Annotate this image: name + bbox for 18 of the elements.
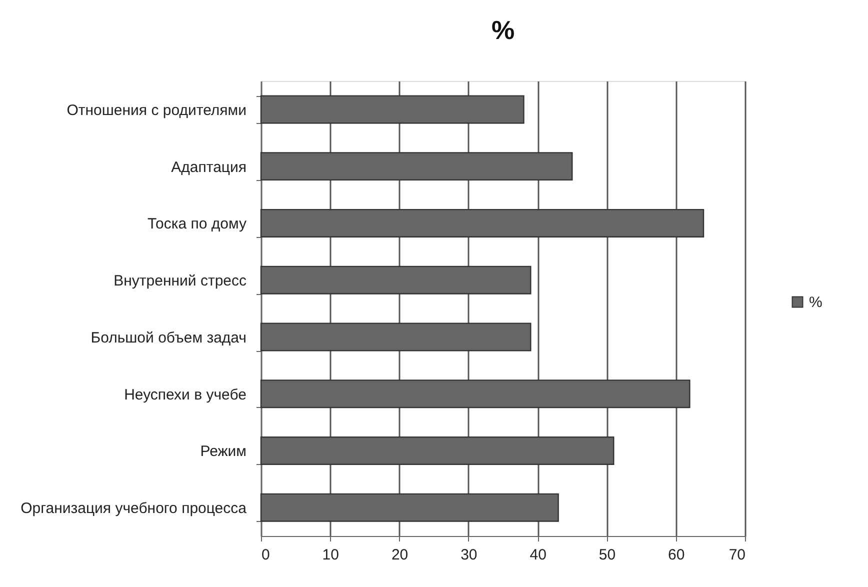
chart-title: %: [491, 15, 515, 45]
x-tick-label: 30: [460, 546, 478, 564]
legend-label: %: [809, 294, 822, 311]
x-tick-label: 70: [728, 546, 746, 564]
x-tick-label: 60: [668, 546, 685, 564]
y-tick-label: Режим: [200, 443, 246, 460]
y-tick-label: Внутренний стресс: [114, 272, 247, 290]
y-tick-label: Большой объем задач: [90, 329, 246, 346]
x-tick-label: 10: [322, 546, 339, 564]
x-tick-label: 20: [391, 546, 408, 564]
x-tick-label: 0: [262, 546, 270, 564]
y-tick-label: Отношения с родителями: [66, 102, 246, 119]
y-tick-label: Организация учебного процесса: [20, 500, 248, 518]
y-tick-label: Тоска по дому: [148, 216, 247, 233]
x-tick-label: 50: [598, 546, 616, 564]
x-tick-label: 40: [530, 546, 546, 564]
y-tick-label: Адаптация: [171, 158, 246, 176]
y-tick-label: Неуспехи в учебе: [124, 386, 246, 404]
